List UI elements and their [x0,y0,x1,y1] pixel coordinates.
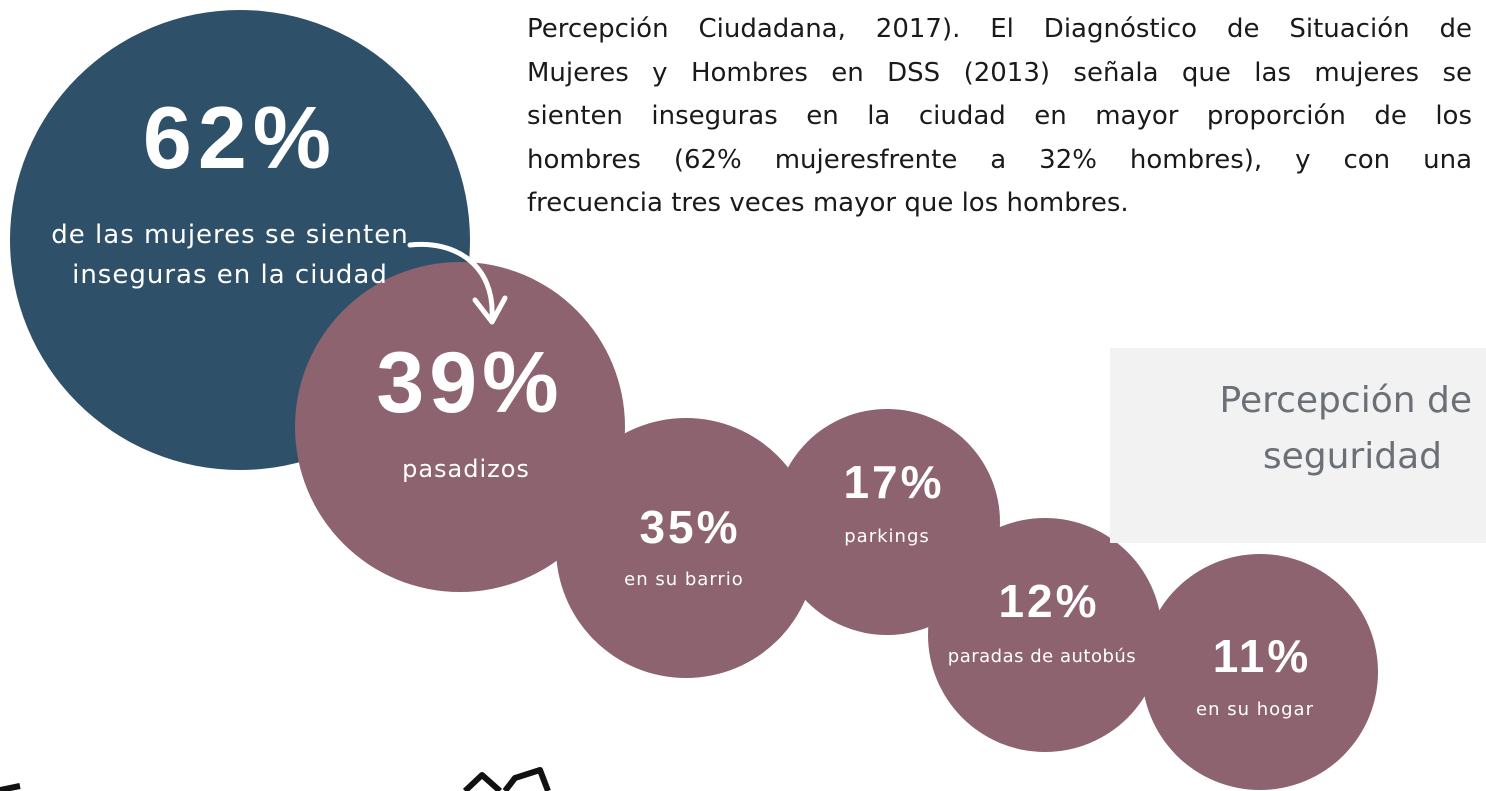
bubble [1142,554,1378,790]
paragraph-line: hombres (62% mujeresfrente a 32% hombres… [527,144,1472,175]
main-label: de las mujeres se sienten [51,220,408,250]
box-title: seguridad [1262,436,1442,477]
bubble-label: en su hogar [1196,699,1314,720]
bubble-figure: 39% [376,335,563,431]
main-figure: 62% [143,88,337,187]
bubble-figure: 11% [1213,630,1312,682]
paragraph-line: Percepción Ciudadana, 2017). El Diagnóst… [527,14,1472,44]
bubble-figure: 35% [639,501,740,553]
paragraph-line: frecuencia tres veces mayor que los homb… [527,188,1129,218]
info-box: Percepción de seguridad [1110,348,1486,543]
main-label: inseguras en la ciudad [72,260,388,290]
paragraph: Percepción Ciudadana, 2017). El Diagnóst… [527,8,1472,226]
bubble-figure: 12% [998,575,1099,627]
bubble-figure: 17% [843,456,944,508]
bubble-label: en su barrio [624,569,744,590]
bubble-label: paradas de autobús [948,646,1136,667]
paragraph-line: Mujeres y Hombres en DSS (2013) señala q… [527,57,1472,88]
icon [0,767,551,791]
arrow-head [472,295,508,325]
bubble [928,518,1162,752]
bubble [295,262,625,592]
box-title: Percepción de [1219,380,1472,421]
arrow [407,241,495,321]
bubble [556,418,816,678]
bubble-label: parkings [844,526,930,547]
bubble-label: pasadizos [402,455,530,483]
paragraph-line: sienten inseguras en la ciudad en mayor … [527,101,1472,131]
